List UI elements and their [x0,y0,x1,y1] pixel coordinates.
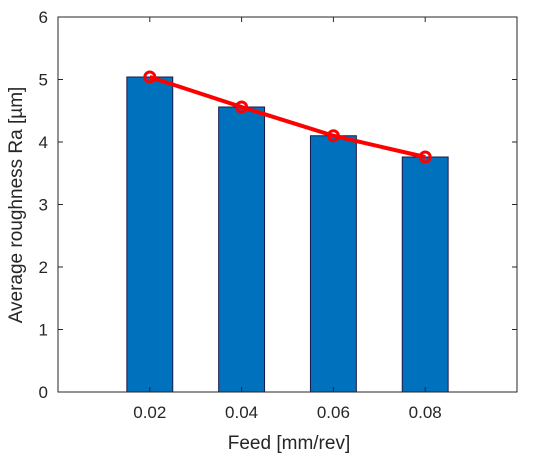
y-tick-label: 2 [39,258,48,277]
line-point-0.08 [418,150,432,164]
line-point-0.04 [235,100,249,114]
line-point-0.02 [143,70,157,84]
y-axis-ticks: 0 1 2 3 4 5 6 [39,8,517,402]
y-tick-label: 4 [39,133,48,152]
y-tick-label: 1 [39,321,48,340]
x-axis-ticks: 0.02 0.04 0.06 0.08 [133,17,442,422]
y-tick-label: 6 [39,8,48,27]
x-tick-label: 0.04 [225,403,258,422]
bar-0.04 [218,106,266,393]
x-tick-label: 0.06 [317,403,350,422]
y-tick-label: 3 [39,196,48,215]
x-tick-label: 0.08 [409,403,442,422]
y-tick-label: 5 [39,71,48,90]
bar-group [126,76,449,393]
x-axis-label: Feed [mm/rev] [228,433,350,454]
bar-0.06 [309,135,357,393]
bar-0.08 [401,156,449,393]
y-axis-label: Average roughness Ra [µm] [6,87,27,324]
y-tick-label: 0 [39,383,48,402]
trend-line [149,75,426,159]
point-group [143,70,432,164]
line-point-0.06 [326,129,340,143]
x-tick-label: 0.02 [133,403,166,422]
bar-0.02 [126,76,174,393]
